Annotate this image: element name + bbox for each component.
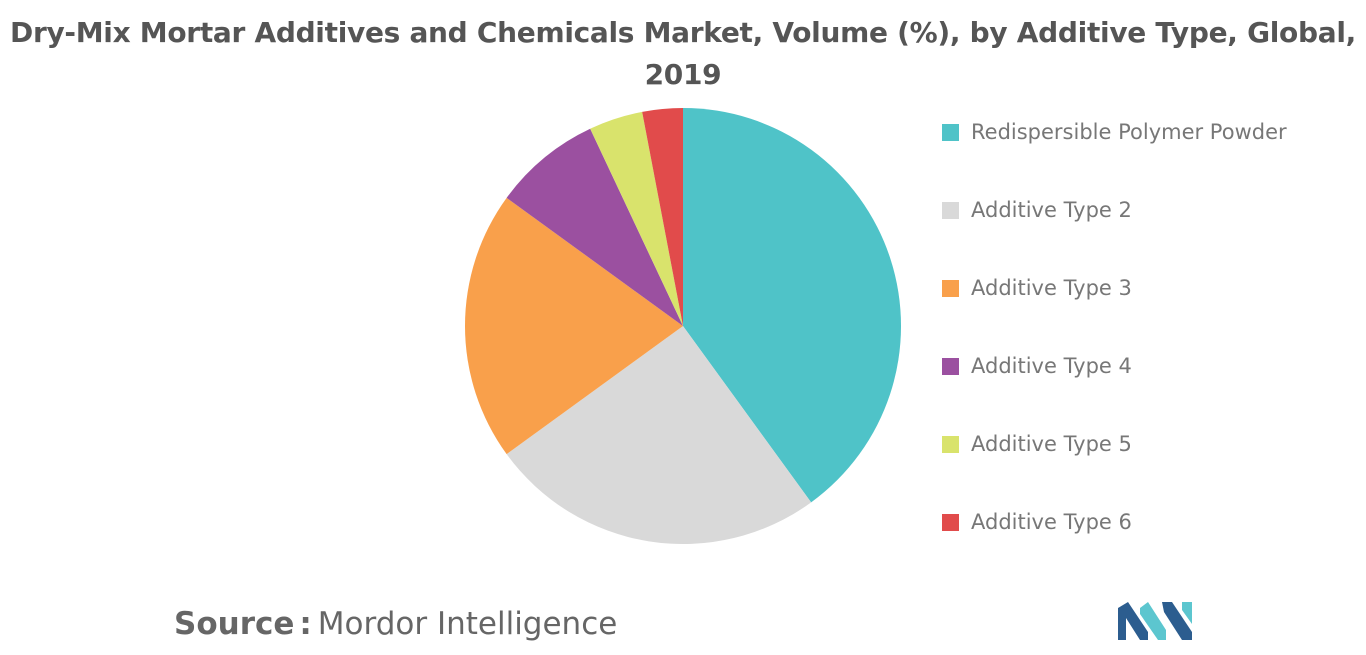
legend-label: Redispersible Polymer Powder (971, 120, 1287, 144)
chart-title-line-1: Dry-Mix Mortar Additives and Chemicals M… (10, 16, 1356, 49)
legend-item-3: Additive Type 3 (942, 268, 1132, 308)
pie-slice-1 (683, 108, 902, 503)
mordor-intelligence-logo (1118, 602, 1192, 640)
chart-title-line-2: 2019 (644, 58, 722, 91)
legend-swatch (942, 435, 959, 453)
legend-item-5: Additive Type 5 (942, 424, 1132, 464)
legend-swatch (942, 123, 959, 141)
pie-slice-3 (464, 197, 683, 455)
pie-slice-2 (506, 326, 812, 545)
legend-item-4: Additive Type 4 (942, 346, 1132, 386)
legend-swatch (942, 513, 959, 531)
source-separator: : (299, 606, 312, 642)
legend-item-2: Additive Type 2 (942, 190, 1132, 230)
logo-left-shape (1118, 602, 1148, 640)
source-value: Mordor Intelligence (317, 606, 618, 642)
legend-label: Additive Type 6 (971, 510, 1132, 534)
chart-title: Dry-Mix Mortar Additives and Chemicals M… (0, 12, 1366, 96)
pie-slices (464, 108, 902, 545)
legend-label: Additive Type 2 (971, 198, 1132, 222)
pie-slice-6 (642, 108, 683, 326)
legend-swatch (942, 279, 959, 297)
legend-item-1: Redispersible Polymer Powder (942, 112, 1287, 152)
pie-slice-4 (506, 128, 683, 326)
source-note: Source: Mordor Intelligence (174, 606, 617, 642)
legend-label: Additive Type 4 (971, 354, 1132, 378)
legend-label: Additive Type 5 (971, 432, 1132, 456)
logo-right-bar (1182, 602, 1192, 624)
legend-swatch (942, 201, 959, 219)
pie-slice-5 (590, 111, 683, 326)
legend-label: Additive Type 3 (971, 276, 1132, 300)
logo-middle-shape (1140, 602, 1166, 640)
legend-item-6: Additive Type 6 (942, 502, 1132, 542)
source-key: Source (174, 606, 295, 642)
legend-swatch (942, 357, 959, 375)
logo-right-shape (1162, 602, 1192, 640)
